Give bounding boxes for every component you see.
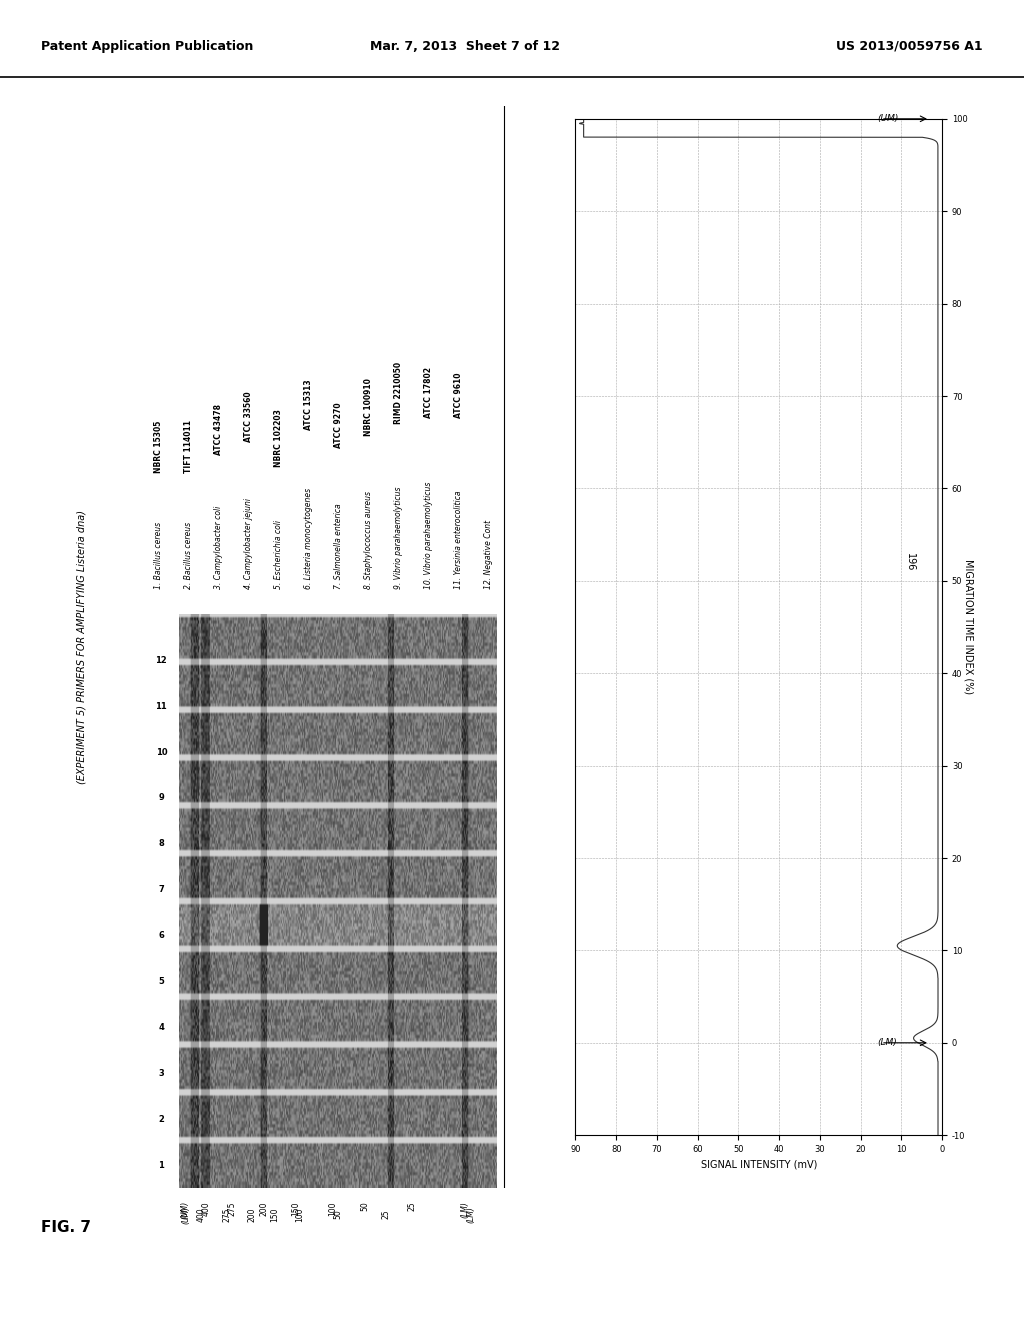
Text: 4: 4 [159, 1023, 164, 1032]
Text: 12. Negative Cont: 12. Negative Cont [484, 520, 494, 589]
Text: 12: 12 [156, 656, 167, 665]
Text: 150: 150 [291, 1201, 300, 1216]
Text: 25: 25 [381, 1209, 390, 1220]
Y-axis label: MIGRATION TIME INDEX (%): MIGRATION TIME INDEX (%) [964, 560, 973, 694]
Text: 6. Listeria monocytogenes: 6. Listeria monocytogenes [304, 486, 313, 589]
Text: 275: 275 [222, 1208, 231, 1221]
Text: 100: 100 [296, 1208, 304, 1221]
Text: 1: 1 [159, 1160, 164, 1170]
Text: 200: 200 [248, 1208, 257, 1221]
Text: 3. Campylobacter coli: 3. Campylobacter coli [214, 503, 223, 589]
Text: ATCC 43478: ATCC 43478 [214, 404, 223, 454]
Text: NBRC 102203: NBRC 102203 [274, 409, 283, 467]
Text: (UM): (UM) [181, 1205, 190, 1224]
Text: 50: 50 [359, 1201, 369, 1210]
Text: ATCC 15313: ATCC 15313 [304, 380, 313, 430]
Text: ATCC 17802: ATCC 17802 [424, 367, 433, 418]
Text: 2. Bacillus cereus: 2. Bacillus cereus [184, 519, 193, 589]
Text: 7. Salmonella enterica: 7. Salmonella enterica [334, 500, 343, 589]
Text: TIFT 114011: TIFT 114011 [184, 420, 193, 473]
Text: (LM): (LM) [467, 1206, 476, 1222]
X-axis label: SIGNAL INTENSITY (mV): SIGNAL INTENSITY (mV) [700, 1159, 817, 1170]
Text: ATCC 33560: ATCC 33560 [244, 392, 253, 442]
Text: 5: 5 [159, 977, 164, 986]
Text: 7: 7 [159, 886, 164, 894]
Text: 11. Yersinia enterocolitica: 11. Yersinia enterocolitica [455, 488, 463, 589]
Text: (LM): (LM) [877, 1039, 897, 1047]
Text: 10: 10 [156, 747, 167, 756]
Text: NBRC 100910: NBRC 100910 [365, 379, 373, 437]
Text: Mar. 7, 2013  Sheet 7 of 12: Mar. 7, 2013 Sheet 7 of 12 [370, 40, 560, 53]
Text: 3: 3 [159, 1069, 164, 1077]
Text: 8. Staphylococcus aureus: 8. Staphylococcus aureus [365, 488, 373, 589]
Text: 2: 2 [159, 1114, 164, 1123]
Text: 9: 9 [159, 793, 164, 803]
Text: RIMD 2210050: RIMD 2210050 [394, 362, 403, 424]
Text: US 2013/0059756 A1: US 2013/0059756 A1 [837, 40, 983, 53]
Text: 400: 400 [197, 1206, 206, 1222]
Text: 400: 400 [202, 1201, 210, 1216]
Text: 9. Vibrio parahaemolyticus: 9. Vibrio parahaemolyticus [394, 484, 403, 589]
Text: NBRC 15305: NBRC 15305 [154, 421, 163, 473]
Text: 196: 196 [905, 553, 915, 572]
Text: FIG. 7: FIG. 7 [41, 1220, 91, 1236]
Text: (UM): (UM) [180, 1201, 189, 1220]
Text: 275: 275 [227, 1201, 237, 1216]
Text: 10. Vibrio parahaemolyticus: 10. Vibrio parahaemolyticus [424, 479, 433, 589]
Text: ATCC 9270: ATCC 9270 [334, 403, 343, 449]
Text: 8: 8 [159, 840, 164, 849]
Text: (EXPERIMENT 5) PRIMERS FOR AMPLIFYING Listeria dna): (EXPERIMENT 5) PRIMERS FOR AMPLIFYING Li… [77, 510, 87, 784]
Text: Patent Application Publication: Patent Application Publication [41, 40, 253, 53]
Text: 150: 150 [270, 1208, 280, 1221]
Text: 100: 100 [329, 1201, 337, 1216]
Text: (UM): (UM) [877, 115, 898, 123]
Text: 200: 200 [259, 1201, 268, 1216]
Text: 6: 6 [159, 931, 164, 940]
Text: 25: 25 [408, 1201, 417, 1210]
Text: ATCC 9610: ATCC 9610 [455, 372, 463, 418]
Text: 11: 11 [156, 702, 167, 710]
Text: 50: 50 [334, 1209, 342, 1220]
Text: 4. Campylobacter jejuni: 4. Campylobacter jejuni [244, 495, 253, 589]
Text: 5. Escherichia coli: 5. Escherichia coli [274, 517, 283, 589]
Text: 1. Bacillus cereus: 1. Bacillus cereus [154, 519, 163, 589]
Text: (LM): (LM) [461, 1201, 469, 1218]
